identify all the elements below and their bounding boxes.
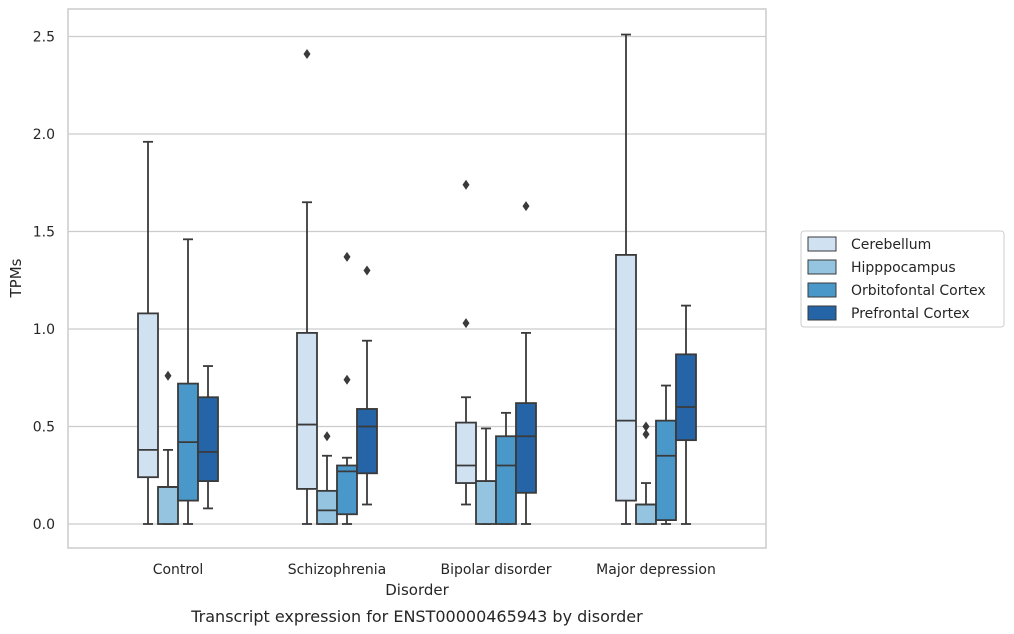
legend-swatch (807, 282, 837, 298)
box-prefrontal-cortex (356, 265, 378, 506)
y-tick-label: 2.0 (33, 127, 55, 143)
y-tick-labels: 0.0 0.5 1.0 1.5 2.0 2.5 (33, 30, 55, 534)
legend-swatch (807, 236, 837, 252)
legend-label: Prefrontal Cortex (851, 306, 970, 322)
outlier-point (462, 179, 470, 190)
outlier-point (343, 374, 351, 385)
box-iqr (157, 486, 179, 525)
box-iqr (495, 435, 517, 525)
boxes (137, 33, 697, 525)
x-tick-label: Schizophrenia (288, 562, 386, 578)
box-hipppocampus (157, 370, 179, 525)
box-iqr (296, 331, 318, 490)
box-cerebellum (615, 33, 637, 525)
y-tick-label: 0.5 (33, 420, 55, 436)
box-iqr (475, 480, 497, 525)
y-tick-label: 1.0 (33, 322, 55, 338)
box-cerebellum (137, 140, 159, 525)
box-iqr (675, 353, 697, 442)
box-orbitofontal-cortex (655, 384, 677, 525)
box-cerebellum (296, 49, 318, 525)
box-iqr (655, 419, 677, 521)
y-tick-label: 1.5 (33, 225, 55, 241)
outlier-point (164, 370, 172, 381)
box-iqr (316, 489, 338, 525)
legend-swatch (807, 305, 837, 321)
box-prefrontal-cortex (515, 201, 537, 525)
y-axis-label: TPMs (7, 258, 25, 298)
outlier-point (642, 421, 650, 432)
legend-swatch (807, 259, 837, 275)
outlier-point (323, 431, 331, 442)
box-prefrontal-cortex (197, 365, 219, 510)
box-cerebellum (455, 179, 477, 506)
box-iqr (615, 253, 637, 502)
outlier-point (642, 429, 650, 440)
outlier-point (522, 201, 530, 212)
outlier-point (363, 265, 371, 276)
box-iqr (455, 421, 477, 484)
box-iqr (137, 312, 159, 479)
x-tick-labels: Control Schizophrenia Bipolar disorder Majo… (153, 562, 716, 578)
box-iqr (356, 408, 378, 475)
box-prefrontal-cortex (675, 304, 697, 525)
x-axis-label: Disorder (385, 581, 449, 599)
outlier-point (462, 318, 470, 329)
legend-label: Cerebellum (851, 237, 931, 253)
outlier-point (303, 49, 311, 60)
box-hipppocampus (475, 427, 497, 525)
legend-frame (800, 230, 1005, 328)
x-tick-label: Bipolar disorder (440, 562, 551, 578)
box-iqr (336, 464, 358, 516)
y-tick-label: 0.0 (33, 517, 55, 533)
box-iqr (197, 396, 219, 482)
box-iqr (515, 402, 537, 494)
legend-label: Orbitofontal Cortex (851, 283, 986, 299)
legend: Cerebellum Hipppocampus Orbitofontal Corte… (800, 230, 1005, 328)
chart-caption: Transcript expression for ENST0000046594… (190, 607, 643, 626)
box-orbitofontal-cortex (336, 251, 358, 525)
outlier-point (343, 251, 351, 262)
x-tick-label: Major depression (596, 562, 716, 578)
y-tick-label: 2.5 (33, 30, 55, 46)
box-iqr (635, 503, 657, 525)
legend-label: Hipppocampus (851, 260, 956, 276)
x-tick-label: Control (153, 562, 204, 578)
